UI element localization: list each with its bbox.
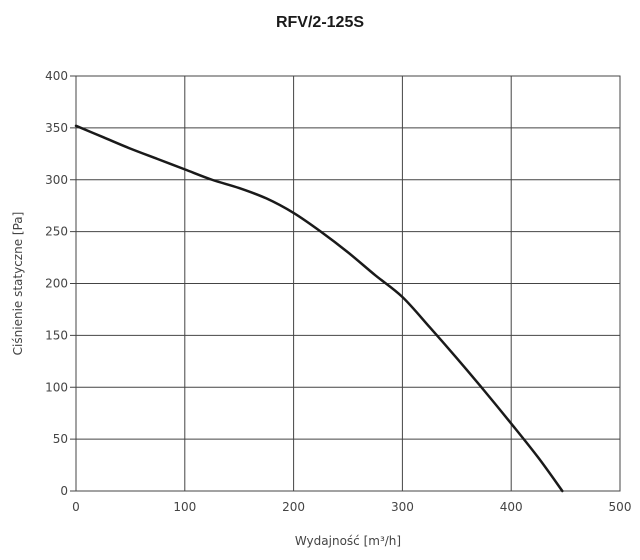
x-tick-label: 500 bbox=[609, 500, 632, 514]
y-tick-label: 0 bbox=[60, 484, 68, 498]
y-tick-label: 300 bbox=[45, 173, 68, 187]
y-tick-label: 150 bbox=[45, 328, 68, 342]
x-tick-label: 200 bbox=[282, 500, 305, 514]
y-tick-label: 400 bbox=[45, 69, 68, 83]
x-axis-label: Wydajność [m³/h] bbox=[295, 534, 401, 548]
series-lines bbox=[74, 124, 564, 493]
y-tick-label: 350 bbox=[45, 121, 68, 135]
x-tick-label: 300 bbox=[391, 500, 414, 514]
chart-title: RFV/2-125S bbox=[275, 14, 365, 31]
tick-labels: 0 100 200 300 400 500 0 50 100 150 200 250 300 350 400 bbox=[45, 69, 631, 514]
grid-lines bbox=[70, 75, 621, 492]
fan-curve-line bbox=[74, 124, 564, 493]
x-tick-label: 0 bbox=[72, 500, 80, 514]
plot-frame bbox=[75, 75, 621, 492]
x-tick-label: 100 bbox=[173, 500, 196, 514]
y-axis-label: Ciśnienie statyczne [Pa] bbox=[11, 212, 25, 356]
y-tick-label: 250 bbox=[45, 225, 68, 239]
y-tick-label: 200 bbox=[45, 277, 68, 291]
y-tick-label: 50 bbox=[53, 432, 68, 446]
x-tick-label: 400 bbox=[500, 500, 523, 514]
y-tick-label: 100 bbox=[45, 380, 68, 394]
